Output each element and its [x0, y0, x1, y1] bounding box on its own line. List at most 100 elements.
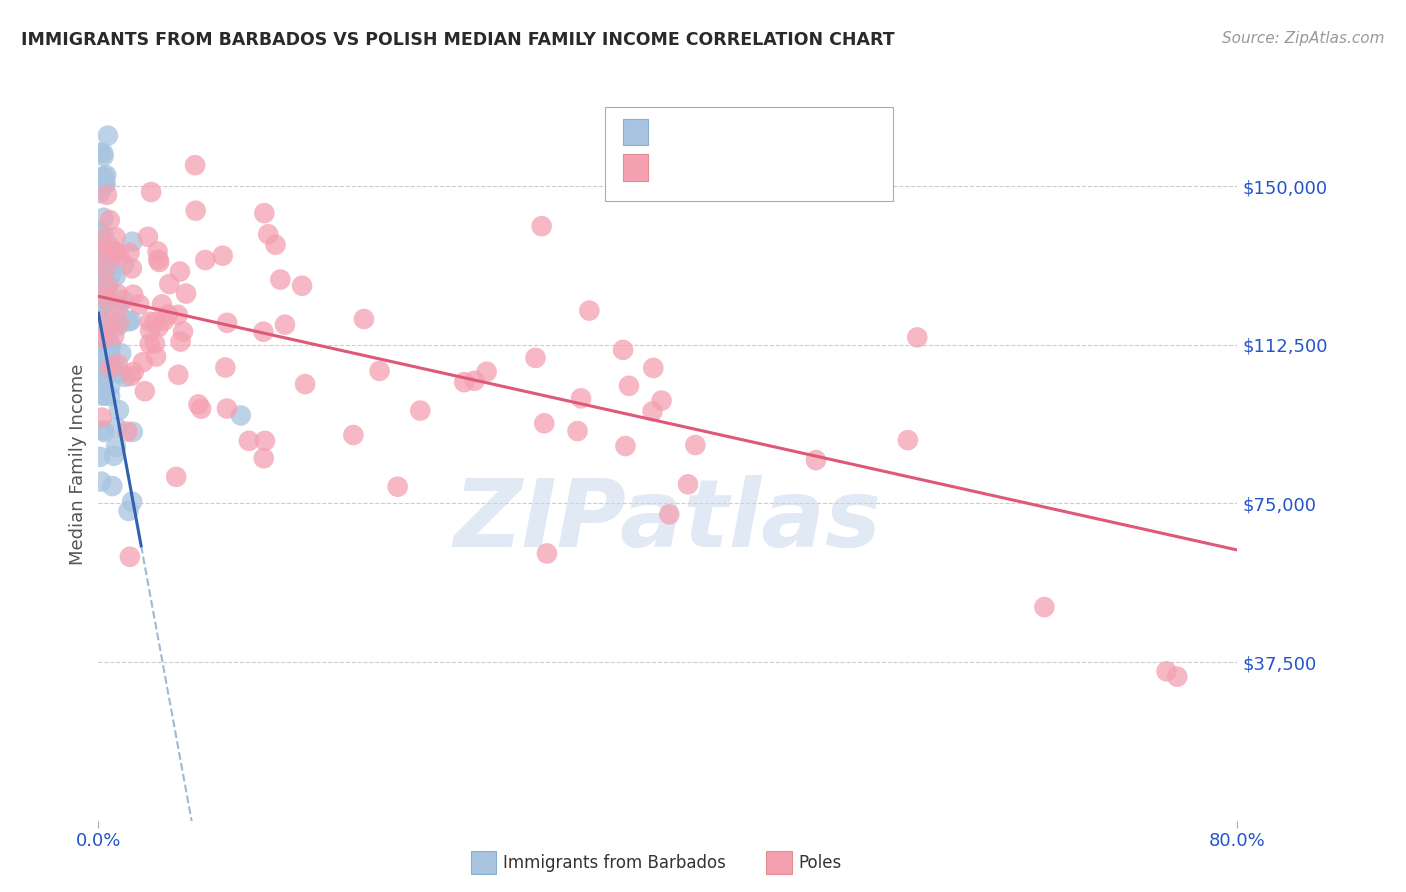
Point	[138, 337, 160, 351]
Point	[91, 280, 114, 294]
Point	[104, 440, 127, 454]
Point	[117, 425, 139, 439]
Point	[139, 315, 162, 329]
Point	[114, 370, 136, 384]
Point	[169, 264, 191, 278]
Point	[108, 298, 131, 312]
Point	[108, 250, 131, 264]
Point	[97, 128, 120, 143]
Point	[118, 245, 141, 260]
Point	[120, 368, 142, 383]
Point	[342, 428, 364, 442]
Point	[217, 316, 239, 330]
Point	[215, 401, 238, 416]
Point	[91, 247, 114, 261]
Point	[100, 268, 122, 282]
Point	[612, 343, 634, 357]
Point	[614, 439, 637, 453]
Point	[643, 361, 665, 376]
Point	[90, 365, 112, 379]
Point	[93, 262, 115, 277]
Point	[107, 287, 129, 301]
Text: R =: R =	[657, 125, 693, 143]
Point	[148, 255, 170, 269]
Text: Poles: Poles	[799, 854, 842, 871]
Point	[89, 339, 111, 353]
Point	[291, 278, 314, 293]
Point	[132, 355, 155, 369]
Point	[98, 318, 121, 332]
Point	[93, 211, 115, 225]
Text: -0.613: -0.613	[699, 161, 758, 178]
Point	[274, 318, 297, 332]
Point	[475, 365, 498, 379]
Point	[166, 308, 188, 322]
Point	[91, 232, 114, 246]
Point	[94, 178, 117, 192]
Point	[93, 275, 115, 289]
Point	[685, 438, 707, 452]
Point	[253, 206, 276, 220]
Point	[104, 230, 127, 244]
Point	[93, 388, 115, 402]
Point	[90, 244, 112, 258]
Point	[90, 293, 112, 307]
Point	[108, 366, 131, 380]
Point	[253, 434, 276, 448]
Point	[98, 360, 121, 375]
Point	[105, 420, 128, 434]
Point	[569, 392, 592, 406]
Point	[139, 185, 162, 199]
Point	[121, 425, 143, 439]
Point	[409, 403, 432, 417]
Point	[93, 291, 115, 305]
Point	[93, 364, 115, 378]
Point	[578, 303, 600, 318]
Point	[96, 187, 118, 202]
Point	[143, 336, 166, 351]
Point	[897, 433, 920, 447]
Point	[121, 235, 143, 249]
Point	[122, 365, 145, 379]
Point	[90, 410, 112, 425]
Point	[91, 272, 114, 286]
Point	[658, 508, 681, 522]
Point	[143, 315, 166, 329]
Point	[93, 274, 115, 288]
Point	[101, 479, 124, 493]
Point	[98, 260, 121, 274]
Point	[110, 346, 132, 360]
Point	[98, 338, 121, 352]
Point	[89, 326, 111, 340]
Point	[107, 357, 129, 371]
Point	[139, 324, 162, 338]
Point	[122, 287, 145, 301]
Point	[150, 297, 173, 311]
Point	[905, 330, 928, 344]
Point	[91, 351, 114, 365]
Point	[103, 449, 125, 463]
Point	[353, 312, 375, 326]
Point	[98, 239, 121, 253]
Text: IMMIGRANTS FROM BARBADOS VS POLISH MEDIAN FAMILY INCOME CORRELATION CHART: IMMIGRANTS FROM BARBADOS VS POLISH MEDIA…	[21, 31, 894, 49]
Point	[91, 369, 114, 384]
Point	[167, 368, 190, 382]
Point	[100, 346, 122, 360]
Point	[214, 360, 236, 375]
Point	[104, 269, 127, 284]
Point	[567, 424, 589, 438]
Text: ZIPatlas: ZIPatlas	[454, 475, 882, 567]
Point	[91, 389, 114, 403]
Point	[194, 252, 217, 267]
Point	[641, 404, 664, 418]
Point	[90, 326, 112, 340]
Point	[97, 329, 120, 343]
Point	[533, 417, 555, 431]
Point	[112, 258, 135, 272]
Point	[651, 393, 673, 408]
Point	[89, 305, 111, 319]
Point	[94, 264, 117, 278]
Point	[676, 477, 699, 491]
Point	[157, 308, 180, 322]
Point	[91, 423, 114, 437]
